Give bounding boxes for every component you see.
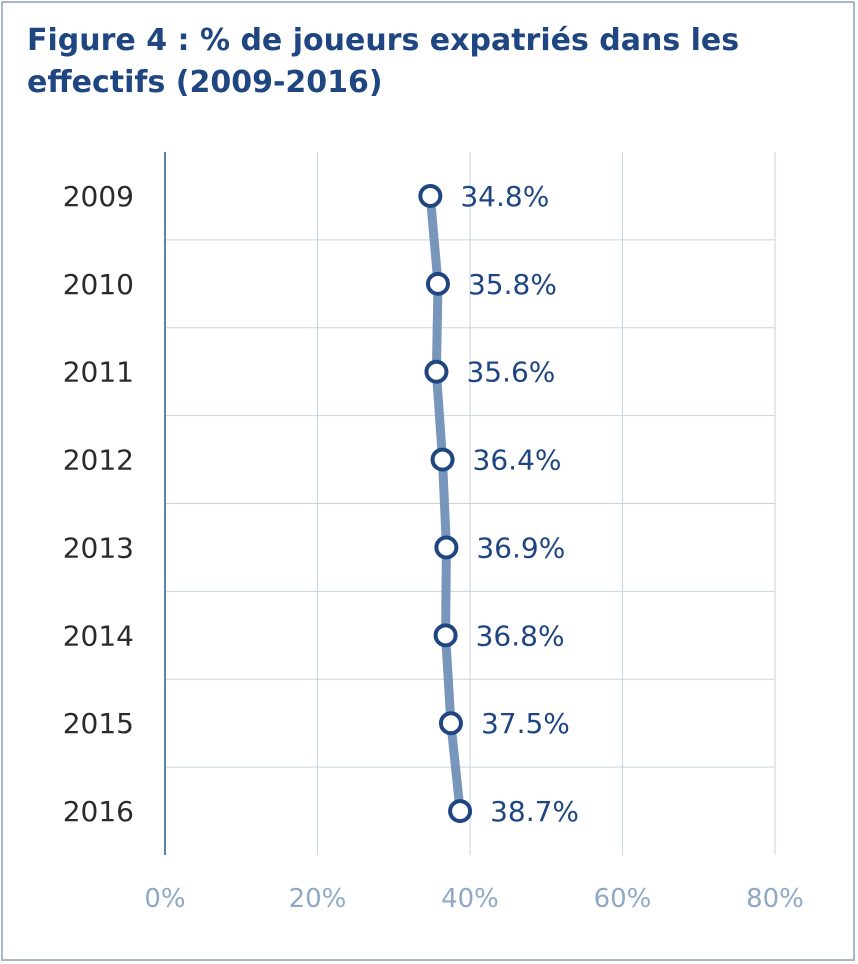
x-tick-label-20: 20% bbox=[289, 884, 347, 914]
year-labels: 2009 2010 2011 2012 2013 2014 2015 2016 bbox=[63, 180, 134, 828]
x-tick-labels: 0% 20% 40% 60% 80% bbox=[144, 884, 804, 914]
value-label-2015: 37.5% bbox=[481, 707, 570, 740]
value-labels: 34.8% 35.8% 35.6% 36.4% 36.9% 36.8% 37.5% 38.7% bbox=[460, 180, 579, 828]
value-label-2016: 38.7% bbox=[490, 795, 579, 828]
year-label-2013: 2013 bbox=[63, 531, 134, 564]
year-label-2016: 2016 bbox=[63, 795, 134, 828]
year-label-2012: 2012 bbox=[63, 444, 134, 477]
value-label-2012: 36.4% bbox=[473, 444, 562, 477]
value-label-2011: 35.6% bbox=[466, 356, 555, 389]
data-points bbox=[418, 183, 473, 824]
value-label-2010: 35.8% bbox=[468, 268, 557, 301]
value-label-2013: 36.9% bbox=[476, 531, 565, 564]
x-tick-label-0: 0% bbox=[144, 884, 185, 914]
data-point-2009 bbox=[418, 183, 443, 208]
year-label-2010: 2010 bbox=[63, 268, 134, 301]
chart-title: Figure 4 : % de joueurs expatriés dans l… bbox=[27, 23, 740, 100]
value-label-2009: 34.8% bbox=[460, 180, 549, 213]
data-point-2013 bbox=[434, 535, 459, 560]
year-label-2014: 2014 bbox=[63, 619, 134, 652]
year-label-2011: 2011 bbox=[63, 356, 134, 389]
x-tick-label-60: 60% bbox=[594, 884, 652, 914]
grid-lines bbox=[165, 152, 776, 855]
x-tick-label-80: 80% bbox=[746, 884, 804, 914]
year-label-2015: 2015 bbox=[63, 707, 134, 740]
value-label-2014: 36.8% bbox=[476, 619, 565, 652]
year-label-2009: 2009 bbox=[63, 180, 134, 213]
data-point-2011 bbox=[424, 359, 449, 384]
x-tick-label-40: 40% bbox=[441, 884, 499, 914]
series-line-group bbox=[425, 191, 465, 816]
data-point-2014 bbox=[433, 623, 458, 648]
data-point-2012 bbox=[430, 447, 455, 472]
series-line bbox=[425, 191, 465, 816]
data-point-2016 bbox=[448, 799, 473, 824]
data-point-2015 bbox=[438, 711, 463, 736]
data-point-2010 bbox=[425, 271, 450, 296]
